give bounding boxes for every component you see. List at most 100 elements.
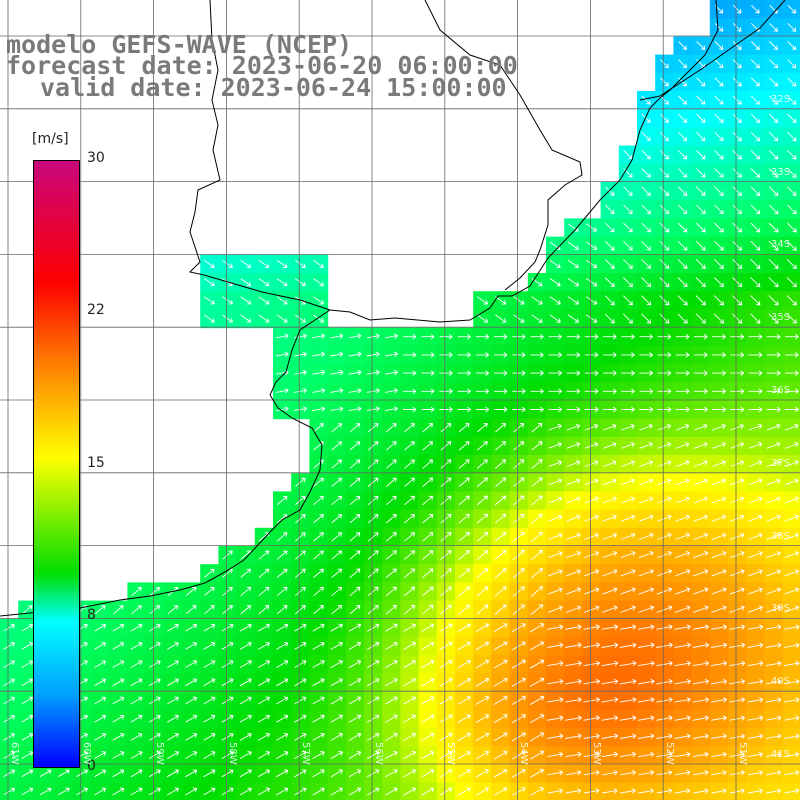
wind-arrow	[148, 787, 161, 796]
wind-arrow	[659, 186, 670, 196]
wind-arrow	[167, 732, 179, 741]
speed-cell	[782, 182, 800, 201]
wind-arrow	[692, 715, 709, 721]
wind-arrow	[276, 586, 288, 597]
wind-arrow	[693, 532, 709, 540]
coastline	[0, 0, 786, 617]
wind-arrow	[712, 388, 726, 395]
wind-arrow	[276, 714, 289, 723]
wind-arrow	[276, 495, 288, 505]
wind-arrow	[677, 313, 688, 324]
wind-arrow	[258, 314, 270, 323]
wind-arrow	[603, 423, 617, 431]
wind-arrow	[693, 788, 709, 794]
wind-arrow	[513, 495, 525, 506]
wind-arrow	[494, 550, 507, 561]
wind-arrow	[148, 751, 161, 759]
wind-arrow	[620, 788, 636, 794]
wind-arrow	[348, 696, 362, 705]
wind-arrow	[785, 423, 799, 431]
wind-arrow	[547, 605, 563, 613]
wind-arrow	[39, 769, 52, 778]
speed-cell	[782, 127, 800, 147]
wind-arrow	[747, 788, 763, 794]
wind-arrow	[747, 660, 764, 667]
wind-arrow	[730, 333, 745, 340]
wind-arrow	[530, 352, 544, 358]
wind-arrow	[656, 569, 672, 577]
wind-arrow	[257, 714, 271, 723]
wind-arrow	[422, 568, 434, 579]
wind-arrow	[567, 278, 580, 287]
wind-arrow	[639, 423, 653, 431]
wind-arrow	[714, 150, 724, 160]
wind-arrow	[130, 714, 143, 723]
wind-arrow	[659, 222, 670, 233]
wind-arrow	[766, 569, 781, 577]
wind-arrow	[403, 388, 417, 395]
wind-arrow	[312, 369, 326, 376]
wind-arrow	[276, 314, 288, 323]
wind-arrow	[675, 532, 690, 540]
wind-arrow	[531, 278, 543, 287]
wind-arrow	[674, 733, 691, 739]
wind-arrow	[476, 423, 488, 433]
wind-arrow	[511, 714, 526, 724]
wind-arrow	[601, 697, 619, 703]
wind-arrow	[693, 751, 709, 758]
wind-arrow	[421, 696, 435, 705]
wind-arrow	[367, 477, 379, 487]
wind-arrow	[585, 278, 598, 287]
wind-arrow	[530, 370, 544, 376]
wind-arrow	[422, 477, 434, 487]
wind-arrow	[639, 352, 653, 358]
wind-arrow	[694, 352, 708, 358]
wind-arrow	[766, 770, 782, 776]
wind-arrow	[678, 59, 687, 69]
wind-arrow	[295, 260, 306, 268]
wind-arrow	[659, 277, 670, 288]
wind-arrow	[784, 624, 800, 630]
wind-arrow	[203, 660, 216, 668]
wind-arrow	[203, 314, 215, 323]
wind-arrow	[348, 714, 362, 723]
wind-arrow	[203, 769, 216, 778]
wind-arrow	[605, 186, 615, 196]
wind-arrow	[674, 715, 691, 721]
wind-arrow	[766, 605, 782, 613]
wind-arrow	[584, 442, 599, 449]
wind-arrow	[621, 423, 635, 431]
wind-arrow	[584, 532, 599, 540]
wind-arrow	[547, 569, 563, 577]
wind-arrow	[494, 531, 507, 542]
wind-arrow	[750, 313, 761, 324]
wind-arrow	[295, 514, 306, 524]
wind-arrow	[547, 660, 564, 667]
coastline-lagoon	[424, 0, 583, 291]
wind-arrow	[619, 642, 637, 648]
wind-arrow	[384, 369, 398, 376]
wind-arrow	[313, 477, 324, 487]
wind-arrow	[330, 333, 344, 339]
wind-arrow	[747, 642, 764, 648]
wind-arrow	[656, 733, 673, 739]
wind-arrow	[475, 768, 490, 778]
wind-arrow	[330, 732, 343, 741]
wind-arrow	[675, 333, 690, 340]
wind-arrow	[639, 514, 654, 522]
wind-arrow	[475, 333, 490, 340]
wind-arrow	[547, 733, 564, 739]
wind-arrow	[222, 605, 233, 615]
wind-arrow	[384, 351, 398, 358]
wind-arrow	[149, 605, 161, 615]
wind-arrow	[511, 695, 526, 705]
wind-arrow	[584, 478, 599, 486]
wind-arrow	[766, 514, 781, 522]
wind-arrow	[130, 623, 143, 632]
wind-arrow	[239, 732, 252, 741]
wind-arrow	[620, 550, 636, 559]
wind-arrow	[258, 296, 270, 305]
wind-arrow	[476, 550, 489, 560]
wind-arrow	[565, 569, 581, 577]
wind-arrow	[547, 642, 564, 648]
